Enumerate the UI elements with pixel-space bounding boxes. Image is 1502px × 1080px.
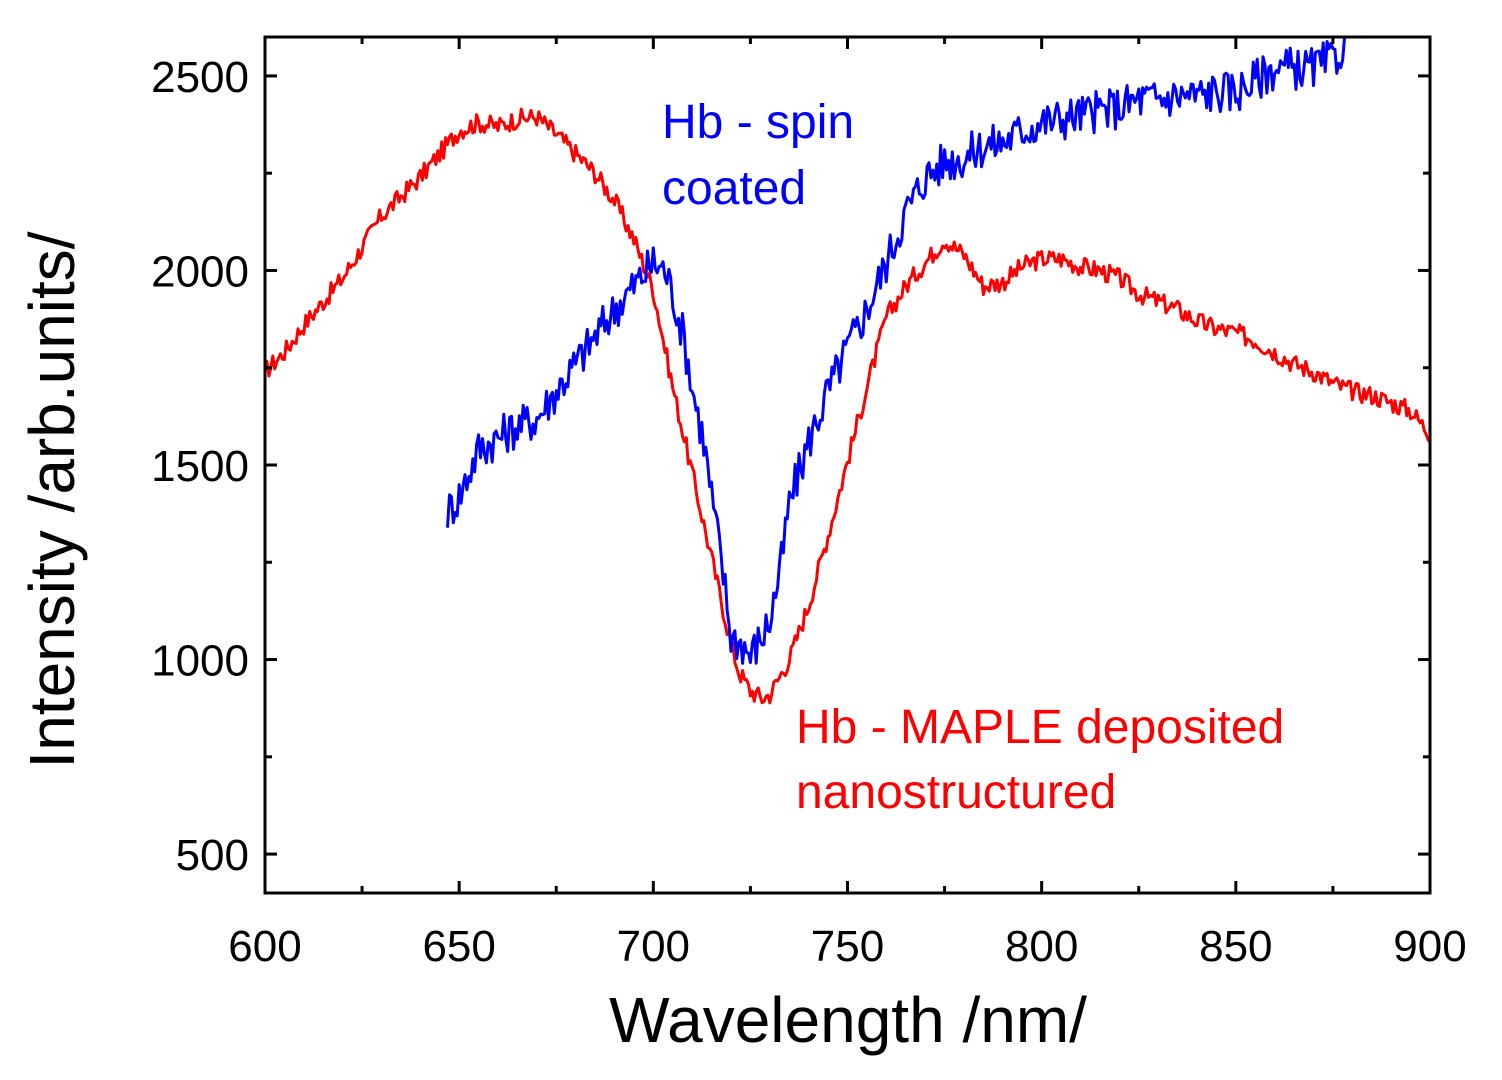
ticks-layer xyxy=(263,37,1432,893)
x-axis-title: Wavelength /nm/ xyxy=(609,984,1087,1056)
x-tick-label: 850 xyxy=(1199,922,1272,971)
x-tick-label: 800 xyxy=(1005,922,1078,971)
annotation-maple-deposited: Hb - MAPLE deposited nanostructured xyxy=(796,701,1298,819)
annotation-maple-deposited-line-1: Hb - MAPLE deposited xyxy=(796,701,1284,754)
series-line-red xyxy=(263,107,1432,705)
y-tick-label: 1500 xyxy=(151,442,249,491)
y-tick-label: 2000 xyxy=(151,247,249,296)
y-tick-label: 500 xyxy=(176,831,249,880)
y-tick-label: 1000 xyxy=(151,637,249,686)
x-tick-label: 650 xyxy=(422,922,495,971)
x-tick-label: 750 xyxy=(811,922,884,971)
x-tick-label: 700 xyxy=(617,922,690,971)
y-tick-label: 2500 xyxy=(151,53,249,102)
x-tick-label: 600 xyxy=(228,922,301,971)
labels-layer: 600 650 700 750 800 850 900 500 1000 1500 2000 2500 xyxy=(151,53,1467,971)
series-line-blue xyxy=(446,36,1347,665)
annotation-spin-coated-line-1: Hb - spin xyxy=(662,96,854,149)
annotation-maple-deposited-line-2: nanostructured xyxy=(796,766,1116,819)
annotation-spin-coated-line-2: coated xyxy=(662,162,806,215)
annotation-spin-coated: Hb - spin coated xyxy=(662,96,867,215)
series-layer xyxy=(263,36,1432,705)
y-axis-title: Intensity /arb.units/ xyxy=(16,231,88,768)
x-tick-label: 900 xyxy=(1393,922,1466,971)
